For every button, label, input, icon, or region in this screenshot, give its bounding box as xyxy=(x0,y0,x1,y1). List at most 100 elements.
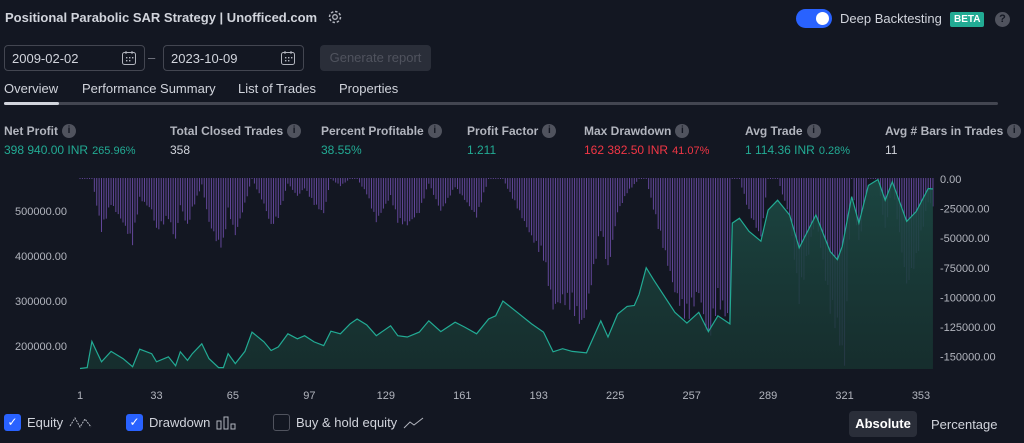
drawdown-bar xyxy=(741,178,743,188)
start-date-input[interactable]: 2009-02-02 xyxy=(4,45,145,71)
drawdown-bar xyxy=(736,178,738,179)
drawdown-bar xyxy=(93,178,95,192)
help-icon[interactable]: ? xyxy=(995,12,1010,27)
drawdown-bar xyxy=(158,178,160,230)
x-tick-label: 257 xyxy=(682,390,700,402)
drawdown-bar xyxy=(595,178,597,259)
buy-hold-checkbox[interactable] xyxy=(273,414,290,431)
drawdown-bar xyxy=(519,178,521,211)
gear-icon[interactable] xyxy=(327,9,343,25)
absolute-button[interactable]: Absolute xyxy=(849,411,917,437)
drawdown-bar xyxy=(865,178,867,197)
info-icon[interactable]: i xyxy=(287,124,302,138)
drawdown-bar xyxy=(198,178,200,192)
tab-performance-summary[interactable]: Performance Summary xyxy=(82,81,216,96)
tab-properties[interactable]: Properties xyxy=(339,81,399,96)
drawdown-bar xyxy=(485,178,487,187)
drawdown-bar xyxy=(387,178,389,201)
drawdown-bar xyxy=(521,178,523,219)
drawdown-bar xyxy=(631,178,633,188)
drawdown-bar xyxy=(829,178,831,314)
drawdown-bar xyxy=(418,178,420,213)
drawdown-bar xyxy=(538,178,540,252)
drawdown-bar xyxy=(454,178,456,188)
drawdown-bar xyxy=(225,178,227,230)
metric-label-text: Total Closed Trades xyxy=(170,124,284,138)
right-axis-tick-label: -100000.00 xyxy=(940,292,996,304)
drawdown-bar xyxy=(492,178,494,179)
drawdown-bar xyxy=(710,178,712,336)
calendar-icon[interactable] xyxy=(121,50,137,66)
end-date-input[interactable]: 2023-10-09 xyxy=(163,45,304,71)
drawdown-bar xyxy=(564,178,566,306)
drawdown-checkbox[interactable]: ✓ xyxy=(126,414,143,431)
drawdown-bar xyxy=(456,178,458,190)
equity-checkbox[interactable]: ✓ xyxy=(4,414,21,431)
info-icon[interactable]: i xyxy=(1007,124,1022,138)
info-icon[interactable]: i xyxy=(62,124,76,138)
tab-overview[interactable]: Overview xyxy=(4,81,59,96)
drawdown-bar xyxy=(218,178,220,240)
metric-label-profit-factor: Profit Factor i xyxy=(467,124,557,138)
drawdown-bar xyxy=(385,178,387,204)
drawdown-bar xyxy=(406,178,408,226)
drawdown-bar xyxy=(222,178,224,238)
active-tab-indicator xyxy=(4,102,59,105)
drawdown-bar xyxy=(566,178,568,293)
beta-badge: BETA xyxy=(950,12,985,27)
drawdown-bar xyxy=(578,178,580,324)
drawdown-bar xyxy=(738,178,740,179)
info-icon[interactable]: i xyxy=(427,124,442,138)
percentage-button[interactable]: Percentage xyxy=(931,417,998,432)
drawdown-bar xyxy=(167,178,169,220)
drawdown-bar xyxy=(664,178,666,251)
drawdown-bar xyxy=(638,178,640,179)
drawdown-bar xyxy=(308,178,310,197)
drawdown-bar xyxy=(867,178,869,179)
drawdown-bar xyxy=(318,178,320,210)
drawdown-bar xyxy=(559,178,561,304)
drawdown-bar xyxy=(660,178,662,231)
drawdown-bar xyxy=(313,178,315,205)
generate-report-button[interactable]: Generate report xyxy=(320,45,431,71)
left-axis-tick-label: 300000.00 xyxy=(15,296,67,308)
drawdown-bar xyxy=(609,178,611,257)
drawdown-bar xyxy=(612,178,614,240)
drawdown-bar xyxy=(624,178,626,197)
deep-backtesting-toggle[interactable] xyxy=(796,9,832,28)
drawdown-bar xyxy=(502,178,504,179)
drawdown-bar xyxy=(327,178,329,191)
drawdown-bar xyxy=(793,178,795,260)
legend-drawdown[interactable]: ✓ Drawdown xyxy=(126,414,236,431)
legend-equity[interactable]: ✓ Equity xyxy=(4,414,93,431)
legend-buy-hold[interactable]: Buy & hold equity xyxy=(273,414,425,431)
drawdown-bar xyxy=(132,178,134,246)
drawdown-bar xyxy=(146,178,148,206)
drawdown-bar xyxy=(784,178,786,201)
drawdown-bar xyxy=(932,178,934,207)
end-date-value: 2023-10-09 xyxy=(171,51,238,66)
drawdown-bar xyxy=(798,178,800,304)
info-icon[interactable]: i xyxy=(675,124,690,138)
drawdown-bar xyxy=(688,178,690,319)
drawdown-bar xyxy=(306,178,308,191)
drawdown-bar xyxy=(781,178,783,195)
drawdown-bar xyxy=(695,178,697,292)
tab-list-of-trades[interactable]: List of Trades xyxy=(238,81,317,96)
drawdown-bar xyxy=(413,178,415,218)
drawdown-bar xyxy=(163,178,165,225)
calendar-icon[interactable] xyxy=(280,50,296,66)
drawdown-bar xyxy=(179,178,181,206)
drawdown-bar xyxy=(858,178,860,241)
drawdown-bar xyxy=(332,178,334,181)
info-icon[interactable]: i xyxy=(542,124,557,138)
drawdown-bar xyxy=(177,178,179,223)
drawdown-bar xyxy=(330,178,332,179)
drawdown-bar xyxy=(423,178,425,199)
info-icon[interactable]: i xyxy=(806,124,821,138)
drawdown-bar xyxy=(855,178,857,226)
drawdown-bar xyxy=(86,178,88,179)
drawdown-bar xyxy=(361,178,363,187)
left-axis-tick-label: 500000.00 xyxy=(15,206,67,218)
drawdown-bar xyxy=(175,178,177,239)
